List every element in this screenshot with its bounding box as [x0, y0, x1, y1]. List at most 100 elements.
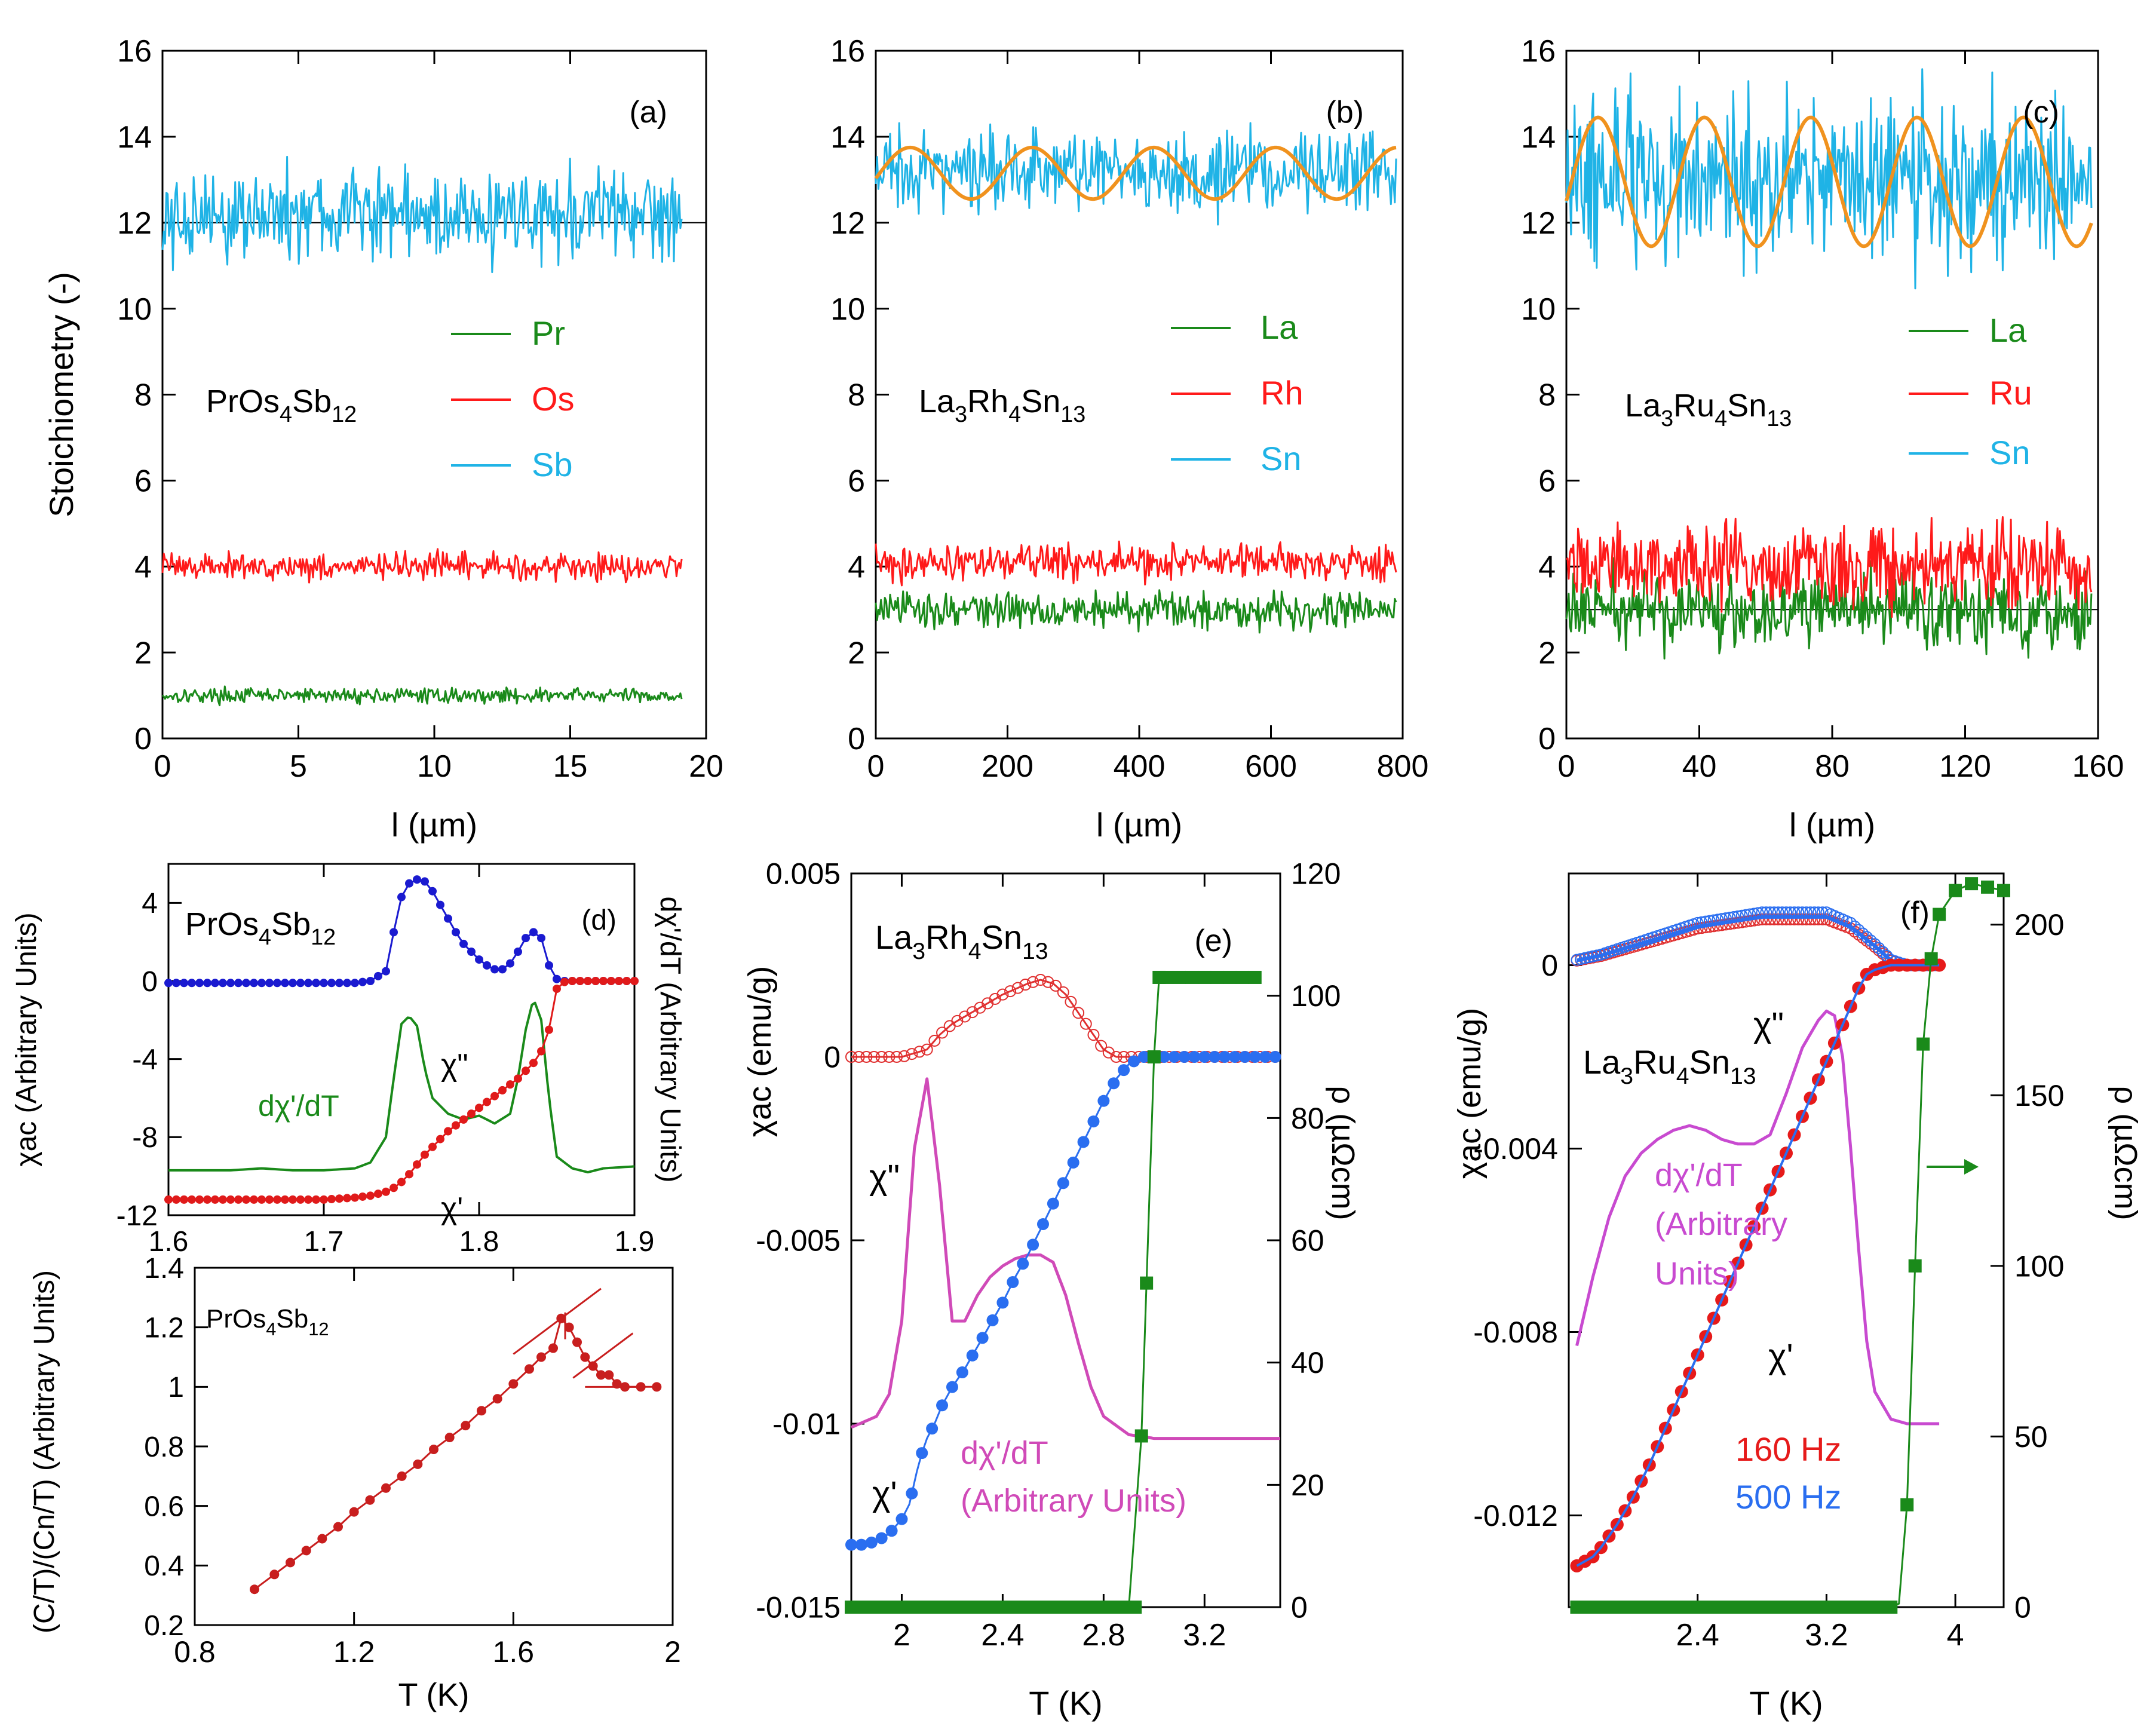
cp-line [254, 1317, 657, 1590]
y-tick-label: 8 [1538, 378, 1556, 413]
chi1-marker [906, 1487, 918, 1500]
chi2-marker [452, 928, 460, 937]
rho-marker [1832, 1601, 1845, 1614]
panel-label: (c) [2023, 95, 2059, 130]
y-tick-label: -12 [116, 1200, 158, 1232]
chi1-marker [529, 1059, 538, 1068]
x-tick-label: 20 [689, 749, 723, 784]
cp-marker [525, 1364, 534, 1374]
cp-marker [286, 1558, 295, 1568]
y-tick-label: 1 [168, 1372, 184, 1403]
compound-label: PrOs4Sb12 [206, 384, 357, 427]
cp-marker [349, 1507, 359, 1517]
fit-curve [874, 145, 1397, 201]
chi1-marker [490, 1092, 499, 1100]
x-tick-label: 10 [417, 749, 452, 784]
chi2-marker [219, 979, 227, 988]
x-axis-label: l (µm) [391, 806, 477, 844]
y-tick-label: 14 [117, 120, 152, 155]
x-tick-label: 600 [1245, 749, 1297, 784]
chi2-marker [1784, 913, 1796, 925]
chi2-marker [358, 977, 367, 986]
chi1-marker [180, 1195, 188, 1204]
cp-marker [333, 1522, 343, 1532]
chi1-marker [281, 1195, 289, 1204]
y-tick-label: 12 [830, 206, 865, 241]
y-tick-label: 2 [1538, 636, 1556, 670]
chi1-marker [956, 1366, 968, 1379]
y-tick-label: -0.015 [756, 1591, 841, 1624]
compound-label: La3Ru4Sn13 [1583, 1043, 1756, 1089]
y-tick-label: 100 [2014, 1249, 2064, 1283]
chi2-marker [1011, 982, 1024, 994]
chi1-marker [320, 1195, 328, 1204]
rho-marker [1790, 1601, 1804, 1614]
fit-curve [1565, 115, 2093, 249]
y-tick-label: 14 [1521, 120, 1556, 155]
chi2-marker [467, 948, 476, 956]
x-tick-label: 2.8 [1082, 1618, 1125, 1653]
chi2-marker [250, 979, 258, 988]
y-tick-label: 12 [1521, 206, 1556, 241]
rho-marker [1908, 1259, 1922, 1273]
cp-marker [572, 1337, 582, 1347]
rho-marker [1842, 1601, 1856, 1614]
chi2-marker [845, 1051, 857, 1063]
x-tick-label: 200 [982, 749, 1033, 784]
y-tick-label: 0 [1538, 722, 1556, 756]
x-tick-label: 5 [290, 749, 307, 784]
cp-guide-line [513, 1287, 602, 1355]
x-tick-label: 800 [1377, 749, 1429, 784]
rho-marker [1949, 884, 1962, 897]
rho-marker [1248, 970, 1262, 984]
chi1-marker [916, 1447, 928, 1460]
chi2-marker [413, 875, 421, 884]
plot-data [161, 68, 2098, 1614]
chi2-marker [1019, 979, 1032, 991]
chi2-marker [1042, 976, 1054, 988]
chi1-marker [607, 977, 615, 985]
dchi-label: dχ'/dT [258, 1089, 339, 1123]
rho-marker [1160, 970, 1173, 984]
rho-marker [1727, 1601, 1741, 1614]
chi2-marker [1110, 1051, 1123, 1063]
chi2-marker [382, 967, 390, 976]
compound-label: La3Ru4Sn13 [1625, 388, 1792, 431]
chi1-marker [936, 1399, 949, 1412]
rho-marker [1570, 1601, 1584, 1614]
panel-label: (b) [1326, 95, 1364, 130]
x-tick-label: 2.4 [981, 1618, 1024, 1653]
legend-label-sn: Sn [1989, 434, 2031, 471]
chi1-marker [1137, 1051, 1150, 1063]
series-la [1565, 557, 2093, 660]
y-tick-label: 0.8 [144, 1431, 184, 1463]
rho-marker [1965, 877, 1979, 891]
cp-marker [317, 1534, 327, 1544]
chi2-marker [436, 900, 444, 909]
chi1-marker [304, 1195, 312, 1204]
compound-label: La3Rh4Sn13 [875, 918, 1048, 964]
chi2-line [1576, 915, 1940, 967]
chi1-marker [1047, 1197, 1059, 1210]
chi1-marker [1077, 1136, 1090, 1148]
chi1-label: χ' [872, 1474, 897, 1513]
cp-marker [604, 1370, 614, 1380]
chi1-marker [382, 1187, 390, 1196]
chi1-label: χ' [1768, 1337, 1793, 1376]
chi2-marker [928, 1034, 941, 1047]
chi1-marker [1228, 1051, 1241, 1063]
chi2-marker [1780, 913, 1792, 925]
x-tick-label: 15 [553, 749, 588, 784]
chi1-marker [483, 1098, 491, 1106]
rho-marker [1780, 1601, 1793, 1614]
rho-marker [1748, 1601, 1762, 1614]
series-sn [875, 122, 1397, 226]
cp-marker [536, 1352, 546, 1362]
chi2-marker [1072, 1007, 1085, 1019]
chi1-marker [1269, 1051, 1281, 1063]
y-tick-label: 100 [1291, 979, 1341, 1013]
chi1-marker [855, 1538, 867, 1551]
y-tick-label: 0.005 [766, 857, 841, 891]
y-tick-label: -0.012 [1473, 1499, 1558, 1532]
